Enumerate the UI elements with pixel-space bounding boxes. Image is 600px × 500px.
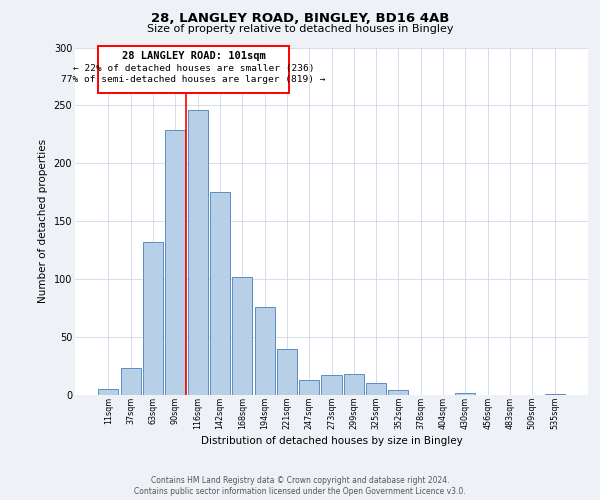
Bar: [210, 192, 230, 395]
Bar: [232, 277, 252, 395]
Y-axis label: Number of detached properties: Number of detached properties: [38, 139, 48, 304]
Bar: [188, 110, 208, 395]
Bar: [388, 390, 409, 395]
Bar: [545, 394, 565, 395]
Bar: [344, 374, 364, 395]
Bar: [121, 368, 141, 395]
Bar: [277, 348, 297, 395]
Text: 28 LANGLEY ROAD: 101sqm: 28 LANGLEY ROAD: 101sqm: [122, 51, 265, 61]
Text: 77% of semi-detached houses are larger (819) →: 77% of semi-detached houses are larger (…: [61, 76, 326, 84]
Bar: [322, 376, 341, 395]
Bar: [254, 307, 275, 395]
Bar: [98, 46, 289, 92]
Bar: [98, 389, 118, 395]
Bar: [455, 392, 475, 395]
Bar: [366, 384, 386, 395]
Bar: [299, 380, 319, 395]
Bar: [143, 242, 163, 395]
Bar: [165, 130, 185, 395]
Text: ← 22% of detached houses are smaller (236): ← 22% of detached houses are smaller (23…: [73, 64, 314, 72]
Text: Contains public sector information licensed under the Open Government Licence v3: Contains public sector information licen…: [134, 487, 466, 496]
Text: 28, LANGLEY ROAD, BINGLEY, BD16 4AB: 28, LANGLEY ROAD, BINGLEY, BD16 4AB: [151, 12, 449, 26]
Text: Contains HM Land Registry data © Crown copyright and database right 2024.: Contains HM Land Registry data © Crown c…: [151, 476, 449, 485]
Text: Size of property relative to detached houses in Bingley: Size of property relative to detached ho…: [147, 24, 453, 34]
X-axis label: Distribution of detached houses by size in Bingley: Distribution of detached houses by size …: [200, 436, 463, 446]
